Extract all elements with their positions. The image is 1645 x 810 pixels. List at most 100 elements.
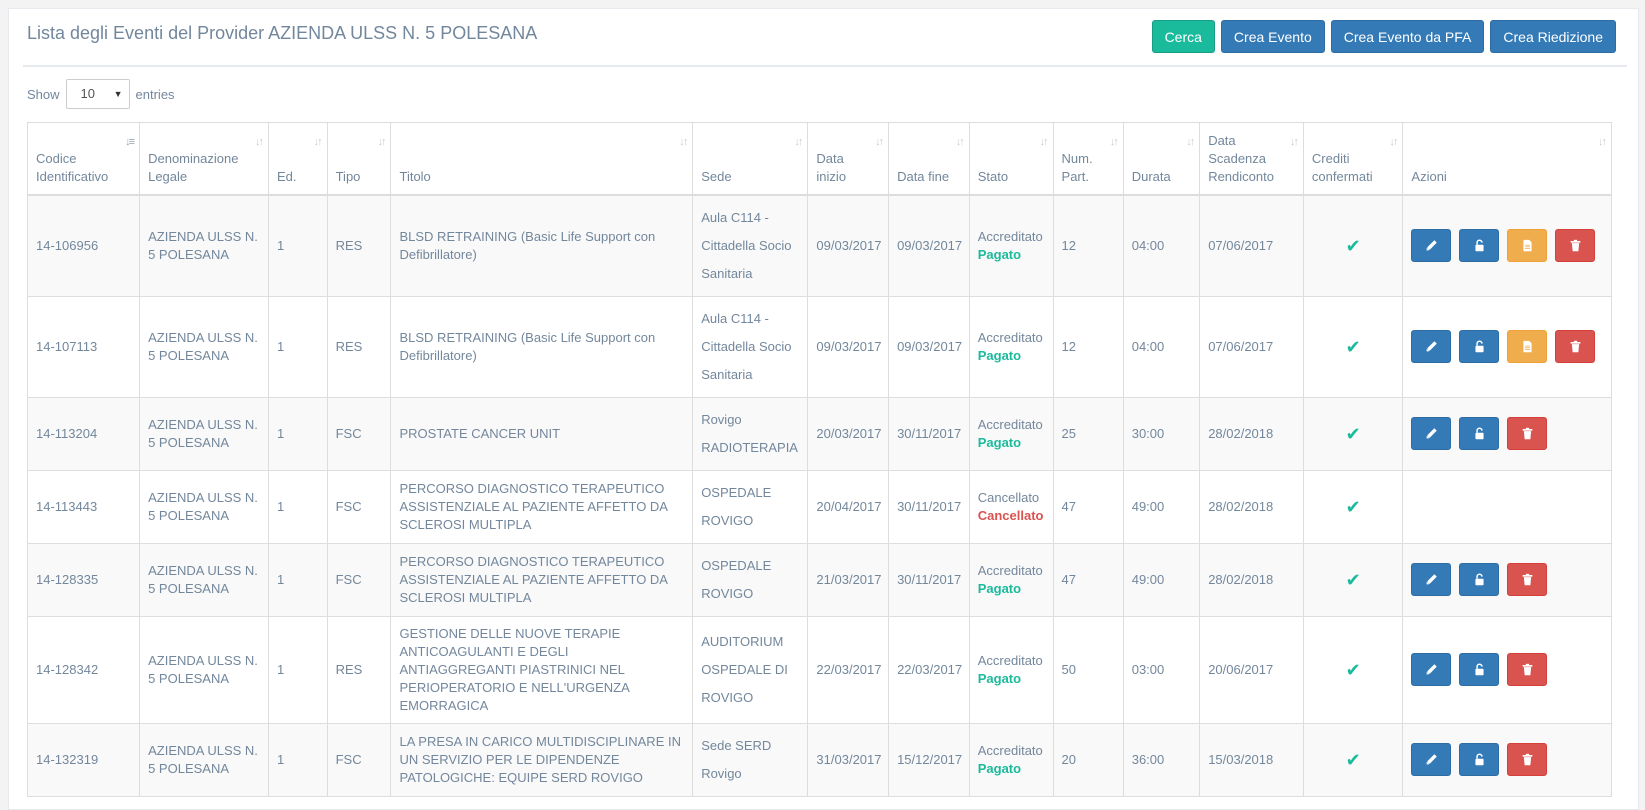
column-header[interactable]: Tipo ↓↑ [326, 122, 392, 196]
cell-sede: Sede SERD Rovigo [692, 722, 809, 797]
unlock-button[interactable] [1459, 229, 1500, 262]
pagamento-badge: Pagato [977, 246, 1022, 262]
cell-azioni [1402, 396, 1612, 471]
unlock-button[interactable] [1459, 563, 1500, 596]
cell-durata: 03:00 [1122, 615, 1201, 724]
edit-button[interactable] [1411, 330, 1452, 363]
column-header[interactable]: Codice Identificativo ↓≡ [26, 122, 141, 196]
cell-azioni [1402, 615, 1612, 724]
cell-durata: 04:00 [1122, 194, 1201, 297]
document-button[interactable] [1507, 229, 1548, 262]
row-actions [1411, 417, 1603, 450]
column-header[interactable]: Data Scadenza Rendiconto ↓↑ [1199, 122, 1304, 196]
stato-label: Accreditato [977, 562, 1043, 578]
crea-riedizione-button[interactable]: Crea Riedizione [1490, 20, 1616, 53]
edit-button[interactable] [1411, 743, 1452, 776]
cell-stato: Accreditato Pagato [968, 194, 1054, 297]
column-header[interactable]: Num. Part. ↓↑ [1052, 122, 1124, 196]
sort-icon: ↓↑ [1039, 136, 1049, 148]
cell-num-part: 25 [1052, 396, 1124, 471]
cell-denominazione: AZIENDA ULSS N. 5 POLESANA [139, 542, 269, 617]
table-row: 14-132319 AZIENDA ULSS N. 5 POLESANA 1 F… [26, 722, 1612, 797]
cell-codice: 14-128342 [26, 615, 141, 724]
cell-codice: 14-107113 [26, 295, 141, 398]
edit-button[interactable] [1411, 229, 1452, 262]
column-header[interactable]: Data inizio ↓↑ [807, 122, 890, 196]
cell-titolo: GESTIONE DELLE NUOVE TERAPIE ANTICOAGULA… [390, 615, 694, 724]
events-table-wrapper: Codice Identificativo ↓≡ Denominazione Le… [26, 122, 1612, 797]
page-title: Lista degli Eventi del Provider AZIENDA … [27, 23, 538, 43]
cell-sede: OSPEDALE ROVIGO [692, 542, 809, 617]
cell-stato: Accreditato Pagato [968, 615, 1054, 724]
delete-button[interactable] [1555, 330, 1596, 363]
cerca-button[interactable]: Cerca [1151, 20, 1215, 53]
unlock-button[interactable] [1459, 653, 1500, 686]
cell-tipo: FSC [326, 469, 392, 544]
sort-icon: ↓↑ [1109, 136, 1119, 148]
cell-titolo: PROSTATE CANCER UNIT [390, 396, 694, 471]
pagamento-badge: Pagato [977, 760, 1022, 776]
cell-data-fine: 30/11/2017 [888, 542, 970, 617]
cell-azioni [1402, 542, 1612, 617]
column-header[interactable]: Durata ↓↑ [1122, 122, 1201, 196]
table-row: 14-113204 AZIENDA ULSS N. 5 POLESANA 1 F… [26, 396, 1612, 471]
edit-button[interactable] [1411, 653, 1452, 686]
unlock-icon [1475, 663, 1484, 676]
cell-crediti: ✔ [1302, 615, 1404, 724]
cell-scadenza: 20/06/2017 [1199, 615, 1304, 724]
trash-icon [1570, 239, 1581, 252]
table-row: 14-128342 AZIENDA ULSS N. 5 POLESANA 1 R… [26, 615, 1612, 724]
cell-denominazione: AZIENDA ULSS N. 5 POLESANA [139, 469, 269, 544]
column-header[interactable]: Azioni ↓↑ [1402, 122, 1612, 196]
row-actions [1411, 743, 1603, 776]
sort-icon: ↓↑ [1186, 136, 1195, 148]
delete-button[interactable] [1507, 417, 1548, 450]
cell-edizione: 1 [267, 469, 328, 544]
cell-titolo: LA PRESA IN CARICO MULTIDISCIPLINARE IN … [390, 722, 694, 797]
pagamento-badge: Pagato [977, 580, 1022, 596]
sort-icon: ↓↑ [313, 136, 323, 148]
title-divider [23, 65, 1627, 67]
entries-select[interactable]: 10 ▼ [65, 79, 130, 109]
sort-icon: ↓↑ [875, 136, 884, 148]
check-icon: ✔ [1345, 496, 1361, 517]
cell-crediti: ✔ [1302, 194, 1404, 297]
pagamento-badge: Pagato [977, 434, 1022, 450]
cell-data-fine: 09/03/2017 [888, 194, 970, 297]
sort-icon: ↓↑ [1289, 136, 1299, 148]
crea-evento-button[interactable]: Crea Evento [1220, 20, 1325, 53]
unlock-button[interactable] [1459, 330, 1500, 363]
unlock-button[interactable] [1459, 417, 1500, 450]
row-actions [1411, 563, 1603, 596]
column-header[interactable]: Sede ↓↑ [692, 122, 809, 196]
delete-button[interactable] [1507, 743, 1548, 776]
pagamento-badge: Pagato [977, 347, 1022, 363]
cell-denominazione: AZIENDA ULSS N. 5 POLESANA [139, 194, 269, 297]
column-header[interactable]: Ed. ↓↑ [267, 122, 328, 196]
cell-data-fine: 30/11/2017 [888, 396, 970, 471]
delete-button[interactable] [1555, 229, 1596, 262]
cell-sede: OSPEDALE ROVIGO [692, 469, 809, 544]
pencil-icon [1426, 754, 1437, 765]
delete-button[interactable] [1507, 563, 1548, 596]
sort-icon: ↓↑ [254, 136, 264, 148]
column-header[interactable]: Denominazione Legale ↓↑ [139, 122, 269, 196]
column-header[interactable]: Stato ↓↑ [968, 122, 1054, 196]
edit-button[interactable] [1411, 417, 1452, 450]
unlock-button[interactable] [1459, 743, 1500, 776]
cell-data-inizio: 20/03/2017 [807, 396, 890, 471]
unlock-icon [1475, 573, 1484, 586]
crea-evento-pfa-button[interactable]: Crea Evento da PFA [1330, 20, 1485, 53]
delete-button[interactable] [1507, 653, 1548, 686]
pencil-icon [1426, 240, 1437, 251]
cell-durata: 04:00 [1122, 295, 1201, 398]
cell-data-fine: 30/11/2017 [888, 469, 970, 544]
column-header[interactable]: Crediti confermati ↓↑ [1302, 122, 1404, 196]
column-header[interactable]: Titolo ↓↑ [390, 122, 694, 196]
trash-icon [1522, 573, 1533, 586]
edit-button[interactable] [1411, 563, 1452, 596]
column-header[interactable]: Data fine ↓↑ [888, 122, 970, 196]
document-button[interactable] [1507, 330, 1548, 363]
cell-data-inizio: 09/03/2017 [807, 295, 890, 398]
pencil-icon [1426, 664, 1437, 675]
